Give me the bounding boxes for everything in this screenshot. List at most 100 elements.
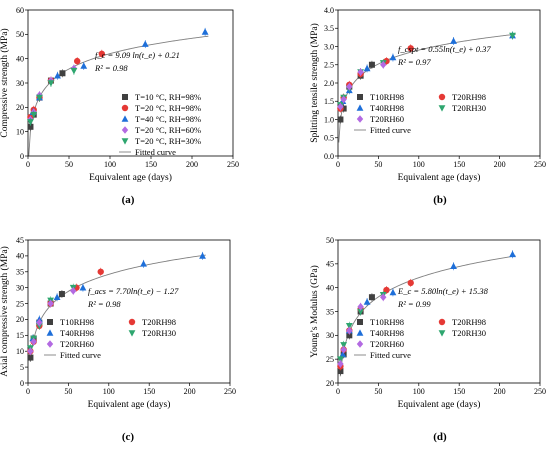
data-point <box>368 294 375 301</box>
legend-marker <box>122 94 128 100</box>
y-tick-label: 0.0 <box>324 152 334 161</box>
data-point <box>340 345 347 354</box>
panel-label: (d) <box>433 431 447 443</box>
plot-frame <box>337 239 541 384</box>
data-point <box>389 53 397 61</box>
fitted-curve <box>29 254 206 362</box>
fit-equation: f_acs = 7.70ln(t_e) − 1.27 <box>88 286 179 296</box>
legend-label: Fitted curve <box>370 350 411 360</box>
series-t20rh60 <box>27 286 77 356</box>
y-axis-label: Axial compressive strength (MPa) <box>0 246 10 377</box>
data-point <box>368 61 375 68</box>
data-point <box>380 60 387 69</box>
legend-label: T=20 °C, RH=98% <box>135 103 201 113</box>
data-point <box>27 123 34 130</box>
data-point <box>141 40 149 47</box>
chart-panel-c: 0 50 100 150 200 250 0 5 10 15 20 25 30 35 40 45 Equival… <box>0 236 236 443</box>
x-tick-label: 250 <box>534 387 546 396</box>
panel-label: (c) <box>122 431 135 443</box>
legend-marker <box>46 329 54 336</box>
x-tick-label: 150 <box>145 160 157 169</box>
data-point <box>27 354 34 361</box>
legend-label: T=20 °C, RH=60% <box>135 125 201 135</box>
legend-marker <box>121 104 129 112</box>
y-tick-label: 40 <box>16 54 24 63</box>
legend-label: T=20 °C, RH=30% <box>135 136 201 146</box>
y-tick-label: 35 <box>326 307 334 316</box>
data-point <box>509 32 516 40</box>
plot-frame <box>27 239 231 384</box>
legend-marker <box>438 105 446 112</box>
x-axis-label: Equivalent age (days) <box>398 399 481 410</box>
y-tick-label: 0.5 <box>324 134 334 143</box>
legend-label: T20RH30 <box>452 328 486 338</box>
data-point <box>357 308 365 316</box>
data-point <box>346 332 353 339</box>
legend-label: T20RH98 <box>452 317 486 327</box>
data-point <box>337 116 344 123</box>
legend-label: T=40 °C, RH=98% <box>135 114 201 124</box>
data-point <box>346 326 353 335</box>
y-tick-label: 30 <box>16 79 24 88</box>
data-point <box>36 94 43 102</box>
y-tick-label: 1.5 <box>324 97 334 106</box>
legend-label: Fitted curve <box>370 125 411 135</box>
legend-marker <box>438 93 446 101</box>
y-tick-label: 20 <box>16 103 24 112</box>
data-point <box>337 356 344 363</box>
data-point <box>140 260 147 267</box>
data-point <box>383 286 390 294</box>
y-tick-label: 2.0 <box>324 79 334 88</box>
y-tick-label: 30 <box>326 331 334 340</box>
y-tick-label: 40 <box>326 283 334 292</box>
data-point <box>450 37 457 44</box>
data-point <box>380 293 387 301</box>
x-tick-label: 150 <box>453 387 465 396</box>
data-point <box>340 342 348 349</box>
plot-frame <box>27 9 234 157</box>
data-point <box>36 318 43 327</box>
y-tick-label: 5 <box>20 363 24 372</box>
legend-marker <box>121 115 129 122</box>
data-point <box>357 68 364 76</box>
data-point <box>30 111 38 119</box>
x-tick-label: 250 <box>227 160 239 169</box>
x-tick-label: 200 <box>494 387 506 396</box>
legend-label: T20RH60 <box>370 114 404 124</box>
y-tick-label: 60 <box>16 6 24 15</box>
y-tick-label: 0 <box>20 152 24 161</box>
data-point <box>339 350 347 358</box>
data-point <box>199 252 206 259</box>
legend-label: T10RH98 <box>370 317 404 327</box>
legend-label: T20RH60 <box>60 339 94 349</box>
y-tick-label: 2.5 <box>324 61 334 70</box>
legend-label: T20RH60 <box>370 339 404 349</box>
y-tick-label: 35 <box>16 268 24 277</box>
data-point <box>79 284 87 291</box>
data-point <box>80 62 88 69</box>
fit-equation: f_cspt = 0.55ln(t_e) + 0.37 <box>398 44 491 54</box>
chart-panel-b: 0 50 100 150 200 250 0.0 0.5 1.0 1.5 2.0 2.5 3.0 3.5 4… <box>309 6 546 206</box>
legend-label: T40RH98 <box>60 328 94 338</box>
x-axis-label: Equivalent age (days) <box>89 172 172 183</box>
y-tick-label: 50 <box>16 30 24 39</box>
data-point <box>407 279 414 287</box>
x-tick-label: 250 <box>534 160 546 169</box>
legend-label: T40RH98 <box>370 103 404 113</box>
y-tick-label: 3.0 <box>324 42 334 51</box>
data-point <box>509 250 516 258</box>
y-tick-label: 45 <box>326 260 334 269</box>
legend-marker <box>356 115 364 123</box>
data-point <box>337 102 344 111</box>
series-t40rh98 <box>29 251 206 343</box>
data-point <box>58 291 65 298</box>
data-point <box>363 64 371 72</box>
data-point <box>47 80 55 87</box>
legend-label: T20RH30 <box>142 328 176 338</box>
data-point <box>70 68 78 75</box>
y-tick-label: 30 <box>16 283 24 292</box>
data-point <box>30 337 37 346</box>
data-point <box>201 28 209 35</box>
data-point <box>340 95 347 104</box>
y-tick-label: 4.0 <box>324 6 334 15</box>
